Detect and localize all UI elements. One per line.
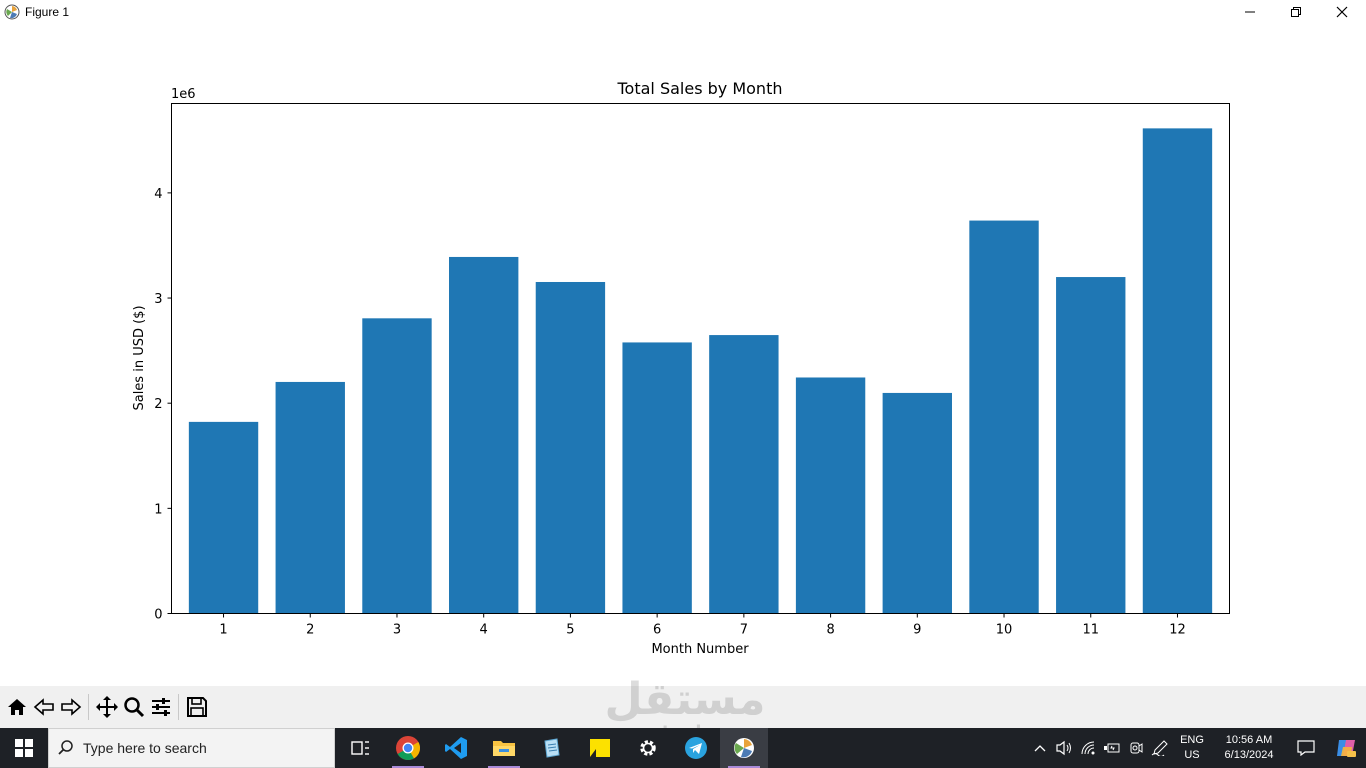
search-icon: [49, 739, 83, 757]
bar-month-9: [882, 392, 952, 614]
zoom-icon[interactable]: [120, 692, 147, 722]
x-tick-label: 3: [393, 623, 401, 638]
volume-icon[interactable]: [1052, 728, 1076, 768]
bar-month-8: [795, 377, 866, 614]
notification-icon[interactable]: [1286, 728, 1326, 768]
start-button[interactable]: [0, 728, 48, 768]
file-explorer-icon[interactable]: [480, 728, 528, 768]
language-region: US: [1184, 749, 1200, 761]
x-tick-label: 1: [219, 623, 227, 638]
close-button[interactable]: [1319, 0, 1365, 24]
bar-month-3: [362, 318, 432, 614]
toolbar-separator: [88, 694, 89, 720]
forward-icon[interactable]: [57, 692, 84, 722]
meet-now-icon[interactable]: [1124, 728, 1148, 768]
x-tick-label: 2: [306, 623, 314, 638]
y-tick-label: 1: [154, 502, 162, 517]
window-title: Figure 1: [25, 5, 70, 19]
vscode-icon[interactable]: [432, 728, 480, 768]
x-tick-label: 9: [913, 623, 921, 638]
input-language[interactable]: ENG US: [1172, 733, 1212, 763]
network-icon[interactable]: [1076, 728, 1100, 768]
x-tick-label: 4: [480, 623, 488, 638]
y-tick-label: 0: [154, 608, 162, 623]
chrome-icon[interactable]: [384, 728, 432, 768]
copilot-icon[interactable]: [1326, 728, 1366, 768]
windows-icon: [15, 739, 33, 757]
x-tick-label: 10: [996, 623, 1013, 638]
x-tick-label: 7: [740, 623, 748, 638]
language-code: ENG: [1180, 734, 1204, 746]
settings-icon[interactable]: [624, 728, 672, 768]
toolbar-separator: [178, 694, 179, 720]
search-placeholder: Type here to search: [83, 740, 207, 756]
bar-month-4: [449, 256, 519, 614]
bar-month-2: [275, 381, 345, 614]
x-tick-label: 8: [826, 623, 834, 638]
chevron-up-icon[interactable]: [1028, 728, 1052, 768]
clock-date: 6/13/2024: [1224, 749, 1274, 761]
back-icon[interactable]: [30, 692, 57, 722]
task-view-icon[interactable]: [336, 728, 384, 768]
x-axis-ticks: 1 2 3 4 5 6 7 8 9 10 11 12: [219, 613, 1186, 638]
x-tick-label: 12: [1169, 623, 1186, 638]
bar-month-12: [1142, 128, 1213, 614]
y-tick-label: 3: [154, 292, 162, 307]
bar-month-11: [1056, 277, 1126, 614]
restore-button[interactable]: [1273, 0, 1319, 24]
pen-icon[interactable]: [1148, 728, 1172, 768]
matplotlib-icon[interactable]: [720, 728, 768, 768]
pan-icon[interactable]: [93, 692, 120, 722]
x-axis-label: Month Number: [651, 642, 749, 657]
system-tray: ENG US 10:56 AM 6/13/2024: [1028, 728, 1366, 768]
clock-time: 10:56 AM: [1225, 734, 1273, 746]
bar-month-7: [709, 335, 779, 614]
save-icon[interactable]: [183, 692, 210, 722]
x-tick-label: 5: [566, 623, 574, 638]
bar-month-6: [622, 342, 692, 614]
minimize-button[interactable]: [1227, 0, 1273, 24]
y-axis-offset-label: 1e6: [171, 87, 196, 102]
bar-month-5: [535, 281, 606, 614]
clock[interactable]: 10:56 AM 6/13/2024: [1212, 733, 1286, 763]
battery-icon[interactable]: [1100, 728, 1124, 768]
configure-subplots-icon[interactable]: [147, 692, 174, 722]
x-tick-label: 11: [1082, 623, 1099, 638]
bars-group: [188, 128, 1213, 614]
y-tick-label: 4: [154, 187, 162, 202]
bar-month-1: [188, 421, 259, 614]
taskbar: Type here to search: [0, 728, 1366, 768]
y-tick-label: 2: [154, 397, 162, 412]
y-axis-label: Sales in USD ($): [132, 305, 147, 410]
chart-title: Total Sales by Month: [617, 79, 783, 98]
bar-month-10: [969, 220, 1039, 614]
taskbar-search[interactable]: Type here to search: [48, 728, 335, 768]
home-icon[interactable]: [3, 692, 30, 722]
matplotlib-app-icon: [3, 3, 21, 21]
sticky-notes-icon[interactable]: [576, 728, 624, 768]
title-bar: Figure 1: [0, 0, 1366, 24]
telegram-icon[interactable]: [672, 728, 720, 768]
y-axis-ticks: 0 1 2 3 4: [154, 187, 172, 623]
axes-frame: [171, 103, 1230, 614]
navigation-toolbar: [0, 686, 1366, 728]
notepad-icon[interactable]: [528, 728, 576, 768]
x-tick-label: 6: [653, 623, 661, 638]
